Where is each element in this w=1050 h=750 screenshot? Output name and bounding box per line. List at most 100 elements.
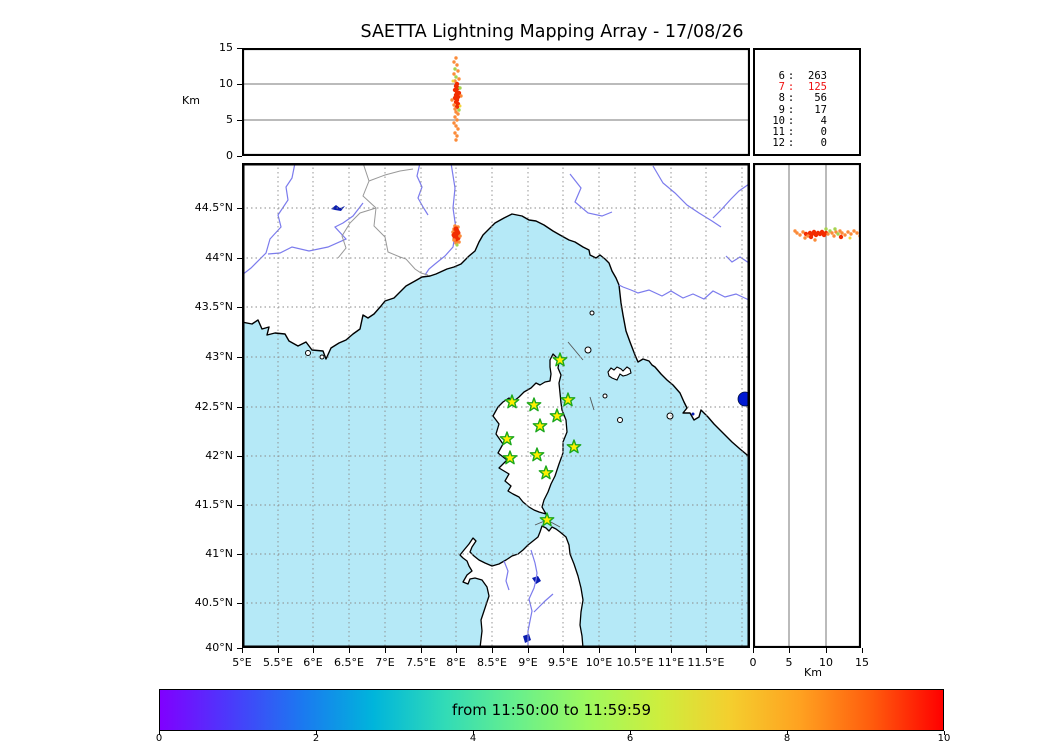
vhf-source-dot	[830, 231, 834, 235]
vhf-source-dot	[450, 98, 454, 102]
map-ytick	[237, 647, 242, 649]
colorbar-tick	[629, 731, 631, 735]
map-ytick	[237, 306, 242, 308]
vhf-source-dot	[452, 121, 456, 125]
vhf-source-dot	[452, 238, 456, 242]
admin-borders	[337, 163, 429, 276]
colorbar-tick-label: 6	[626, 733, 634, 744]
colorbar-tick	[943, 731, 945, 735]
vhf-source-dot	[855, 231, 859, 235]
lma-station-star	[552, 352, 568, 367]
lma-station-star	[526, 397, 542, 412]
map-xtick-label: 6.5°E	[334, 656, 364, 669]
map-ytick-label: 42°N	[205, 449, 233, 462]
colorbar-tick-label: 8	[783, 733, 791, 744]
map-xtick-label: 5°E	[232, 656, 252, 669]
right-panel-xtick-label: 5	[785, 656, 793, 669]
right-panel-xtick-label: 15	[855, 656, 869, 669]
map-xtick	[277, 648, 279, 653]
map-xtick-label: 11.5°E	[687, 656, 725, 669]
vhf-source-dot	[456, 69, 460, 73]
map-frame	[242, 163, 750, 648]
vhf-source-dot	[454, 75, 458, 79]
count-row: 8:56	[778, 92, 827, 105]
vhf-source-dot	[849, 232, 853, 236]
map-xtick	[455, 648, 457, 653]
map-xtick-label: 7.5°E	[406, 656, 436, 669]
right-x-axis-label: Km	[804, 666, 822, 679]
vhf-source-dot	[456, 127, 460, 131]
map-xtick-label: 10.5°E	[616, 656, 654, 669]
small-islands	[305, 310, 674, 423]
vhf-source-dot	[453, 107, 457, 111]
vhf-source-dot	[793, 229, 797, 233]
top-panel-ytick-label: 0	[226, 149, 233, 162]
lon-alt-gridlines	[242, 83, 750, 121]
lon-alt-frame	[242, 48, 750, 156]
map-xtick-label: 6°E	[303, 656, 323, 669]
vhf-source-dot	[457, 240, 461, 244]
lma-station-star	[499, 431, 515, 446]
vhf-source-dot	[455, 63, 459, 67]
top-panel-ytick	[237, 155, 242, 157]
colorbar-tick	[158, 731, 160, 735]
lma-station-star	[560, 392, 576, 407]
lma-station-star	[538, 465, 554, 480]
map-xtick-label: 7°E	[375, 656, 395, 669]
map-xtick-label: 5.5°E	[263, 656, 293, 669]
station-blue-dot	[737, 391, 750, 407]
map-ytick-label: 41°N	[205, 547, 233, 560]
vhf-source-dot	[458, 104, 462, 108]
colorbar-tick-label: 2	[312, 733, 320, 744]
page-title: SAETTA Lightning Mapping Array - 17/08/2…	[360, 22, 744, 42]
map-xtick	[598, 648, 600, 653]
vhf-source-dot	[454, 56, 458, 60]
vhf-source-dot	[846, 230, 850, 234]
map-panel	[242, 163, 750, 648]
vhf-source-dot	[832, 234, 836, 238]
count-row: 11:0	[772, 126, 827, 139]
map-ytick-label: 40°N	[205, 641, 233, 654]
alt-lat-panel	[753, 163, 861, 648]
vhf-source-dot	[452, 72, 456, 76]
lma-station-star	[532, 418, 548, 433]
vhf-source-dot	[454, 230, 460, 236]
vhf-source-dot	[836, 232, 840, 236]
top-panel-ytick	[237, 119, 242, 121]
count-row: 10:4	[772, 114, 827, 127]
vhf-source-dot	[848, 236, 852, 240]
map-xtick	[241, 648, 243, 653]
vhf-source-dot	[452, 103, 456, 107]
map-xtick	[527, 648, 529, 653]
right-panel-xtick	[861, 648, 863, 653]
alt-lat-scatter-points	[793, 227, 861, 242]
time-colorbar: from 11:50:00 to 11:59:59	[159, 689, 944, 731]
vhf-source-dot	[455, 118, 459, 122]
map-xtick-label: 10°E	[585, 656, 613, 669]
island-sardinia	[459, 525, 584, 648]
rivers	[242, 163, 750, 648]
vhf-source-dot	[455, 134, 459, 138]
map-xtick-label: 9.5°E	[548, 656, 578, 669]
top-y-axis-label: Km	[182, 94, 200, 107]
lma-station-star	[529, 447, 545, 462]
colorbar-label: from 11:50:00 to 11:59:59	[451, 701, 651, 719]
vhf-source-dot	[808, 234, 814, 240]
map-ytick	[237, 257, 242, 259]
vhf-source-dot	[454, 138, 458, 142]
vhf-source-dot	[453, 115, 457, 119]
lma-station-star	[502, 450, 518, 465]
vhf-source-dot	[843, 233, 847, 237]
vhf-source-dot	[838, 234, 844, 240]
count-row: 12:0	[772, 137, 827, 150]
vhf-source-dot	[457, 77, 461, 81]
vhf-source-dot	[455, 243, 459, 247]
lma-station-star	[504, 394, 520, 409]
map-markers	[451, 224, 750, 527]
lon-alt-panel	[242, 48, 750, 156]
map-xtick	[562, 648, 564, 653]
map-xtick	[491, 648, 493, 653]
source-counts-panel: 6:263 7:125 8:56 9:17 10:4 11:0 12:0	[753, 48, 861, 156]
map-ytick-label: 42.5°N	[194, 400, 233, 413]
